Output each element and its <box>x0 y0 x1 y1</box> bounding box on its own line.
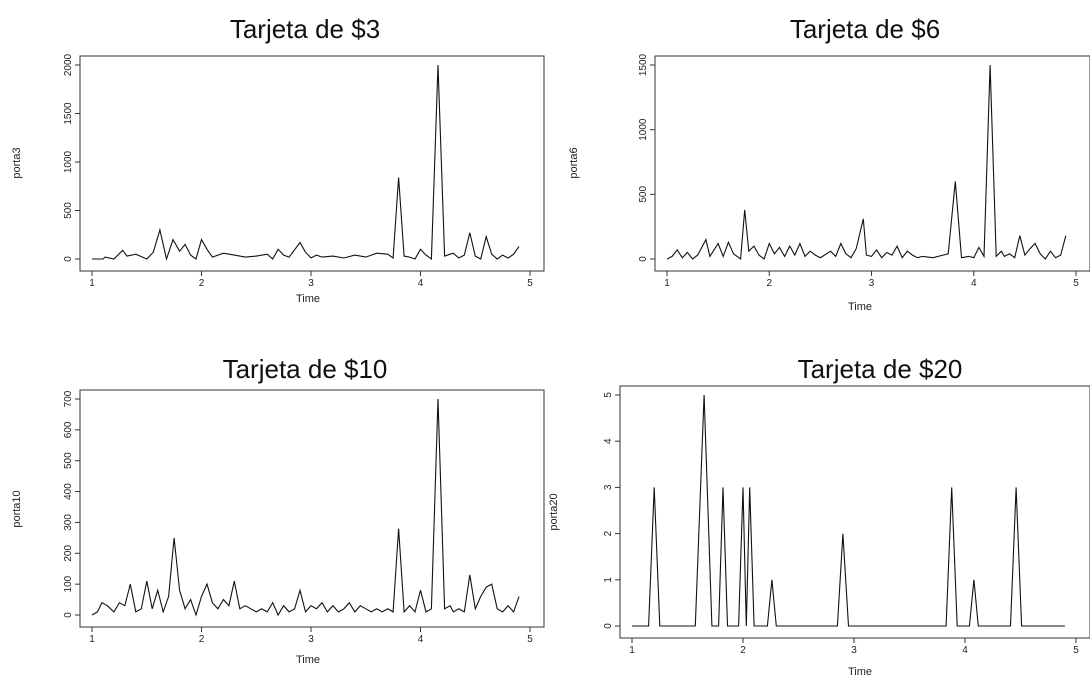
x-tick-label: 2 <box>740 645 746 656</box>
y-tick-label: 200 <box>63 545 74 562</box>
x-tick-label: 1 <box>89 278 95 289</box>
x-tick-label: 4 <box>971 278 977 289</box>
chart-20: Tarjeta de $20 1 2 3 4 5 0 1 2 3 4 5 Time porta20 <box>548 354 1090 677</box>
x-tick-label: 3 <box>308 278 314 289</box>
y-tick-label: 0 <box>63 612 74 618</box>
x-tick-label: 1 <box>629 645 635 656</box>
chart-panel-6: Tarjeta de $6 1 2 3 4 5 0 500 1000 1500 Time porta6 <box>545 0 1090 310</box>
y-tick-label: 1000 <box>63 150 74 173</box>
y-tick-label: 300 <box>63 514 74 531</box>
y-tick-label: 700 <box>63 390 74 407</box>
x-tick-label: 4 <box>962 645 968 656</box>
x-tick-label: 4 <box>418 634 424 645</box>
plot-frame <box>79 55 545 272</box>
x-tick-label: 5 <box>1073 278 1079 289</box>
chart-panel-3: Tarjeta de $3 1 2 3 4 5 0 500 1000 1500 2000 Time po… <box>0 0 545 310</box>
plot-frame <box>79 389 545 628</box>
chart-title: Tarjeta de $6 <box>790 14 940 44</box>
x-tick-label: 2 <box>199 634 205 645</box>
y-tick-label: 1000 <box>638 118 649 141</box>
chart-3: Tarjeta de $3 1 2 3 4 5 0 500 1000 1500 2000 Time po… <box>11 14 545 305</box>
y-tick-label: 500 <box>63 202 74 219</box>
y-tick-label: 1500 <box>63 102 74 125</box>
y-tick-label: 2 <box>603 530 614 536</box>
y-tick-label: 1 <box>603 577 614 583</box>
y-tick-label: 500 <box>63 452 74 469</box>
y-tick-label: 500 <box>638 186 649 203</box>
x-tick-label: 4 <box>418 278 424 289</box>
x-tick-label: 2 <box>199 278 205 289</box>
chart-panel-20: Tarjeta de $20 1 2 3 4 5 0 1 2 3 4 5 Time porta20 <box>545 338 1090 677</box>
y-axis-label: porta3 <box>11 147 23 178</box>
chart-panel-10: Tarjeta de $10 1 2 3 4 5 0 100 200 300 400 500 600 70… <box>0 338 545 677</box>
x-tick-label: 5 <box>527 278 533 289</box>
x-tick-label: 2 <box>766 278 772 289</box>
y-tick-label: 0 <box>63 256 74 262</box>
y-tick-label: 3 <box>603 484 614 490</box>
y-tick-label: 2000 <box>63 53 74 76</box>
chart-6: Tarjeta de $6 1 2 3 4 5 0 500 1000 1500 Time porta6 <box>568 14 1090 310</box>
x-tick-label: 5 <box>1073 645 1079 656</box>
x-tick-label: 3 <box>851 645 857 656</box>
series-line <box>91 398 520 617</box>
y-tick-label: 400 <box>63 483 74 500</box>
x-axis-label: Time <box>848 301 872 310</box>
x-axis-label: Time <box>296 293 320 305</box>
series-line <box>92 64 520 262</box>
chart-title: Tarjeta de $10 <box>223 354 388 384</box>
series-line <box>666 64 1067 261</box>
x-axis-label: Time <box>296 654 320 666</box>
plot-frame <box>654 55 1090 272</box>
y-axis-label: porta6 <box>568 147 580 178</box>
y-axis-label: porta10 <box>11 490 23 527</box>
y-tick-label: 0 <box>603 623 614 629</box>
chart-10: Tarjeta de $10 1 2 3 4 5 0 100 200 300 400 500 600 70… <box>11 354 545 666</box>
x-axis-label: Time <box>848 666 872 677</box>
x-tick-label: 3 <box>308 634 314 645</box>
x-tick-label: 3 <box>869 278 875 289</box>
y-tick-label: 5 <box>603 392 614 398</box>
y-tick-label: 4 <box>603 438 614 444</box>
plot-frame <box>619 385 1090 639</box>
y-axis-label: porta20 <box>548 493 560 530</box>
chart-title: Tarjeta de $3 <box>230 14 380 44</box>
chart-title: Tarjeta de $20 <box>798 354 963 384</box>
x-tick-label: 1 <box>89 634 95 645</box>
y-tick-label: 0 <box>638 256 649 262</box>
x-tick-label: 5 <box>527 634 533 645</box>
x-tick-label: 1 <box>664 278 670 289</box>
y-tick-label: 600 <box>63 421 74 438</box>
series-line <box>632 394 1065 627</box>
y-tick-label: 100 <box>63 575 74 592</box>
y-tick-label: 1500 <box>638 53 649 76</box>
